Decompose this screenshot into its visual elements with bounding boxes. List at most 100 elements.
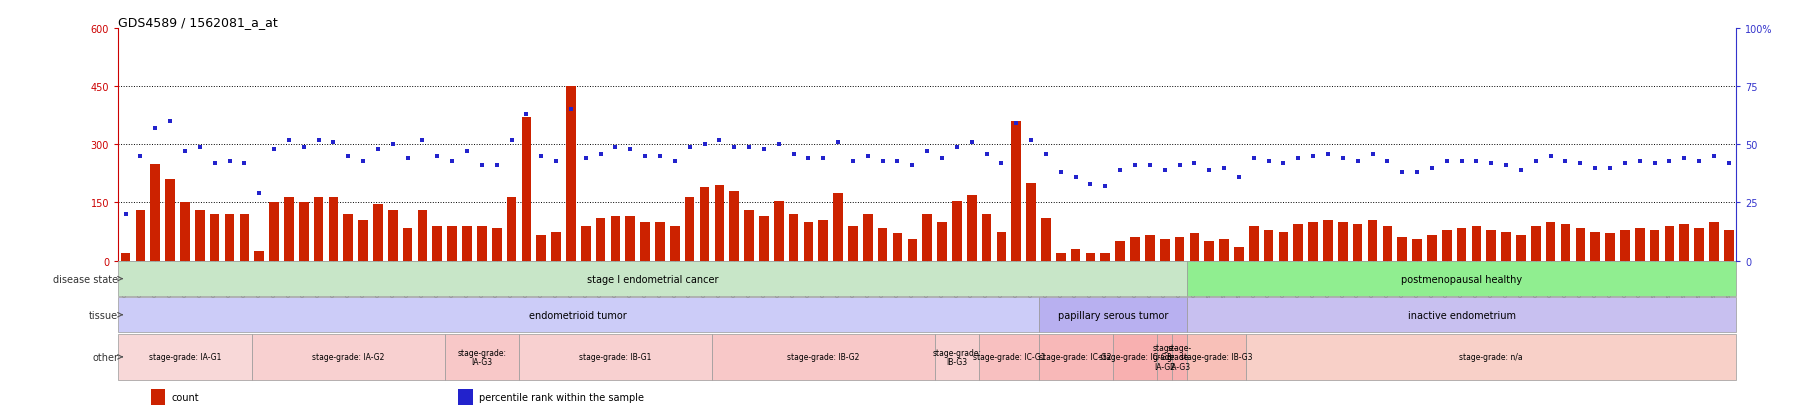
Bar [269, 203, 278, 261]
Point [1402, 169, 1431, 176]
Point [734, 144, 764, 151]
Point [1062, 174, 1091, 181]
Point [556, 107, 585, 114]
Bar [1605, 234, 1614, 261]
Bar [373, 205, 384, 261]
Point [1522, 158, 1551, 164]
Bar [433, 226, 442, 261]
Bar [938, 222, 947, 261]
Point [185, 144, 215, 151]
Point [260, 146, 289, 153]
Bar [1085, 253, 1094, 261]
Bar [1038, 298, 1187, 332]
Bar [1576, 228, 1585, 261]
Point [1654, 158, 1683, 164]
Point [913, 149, 942, 155]
Bar [582, 226, 591, 261]
Bar [151, 389, 165, 405]
Text: stage-
grade:
IA-G3: stage- grade: IA-G3 [1167, 343, 1193, 371]
Bar [151, 164, 160, 261]
Point [215, 158, 244, 164]
Text: stage I endometrial cancer: stage I endometrial cancer [587, 274, 718, 284]
Bar [685, 197, 694, 261]
Point [393, 156, 422, 162]
Point [824, 139, 853, 146]
Bar [240, 215, 249, 261]
Bar [447, 226, 456, 261]
Bar [789, 215, 798, 261]
Text: stage-grade: IB-G1: stage-grade: IB-G1 [580, 353, 651, 361]
Point [111, 211, 140, 218]
Bar [209, 215, 220, 261]
Point [691, 142, 720, 148]
Bar [476, 226, 487, 261]
Bar [1560, 224, 1571, 261]
Point [229, 160, 258, 167]
Point [1224, 174, 1253, 181]
Bar [625, 216, 634, 261]
Point [335, 153, 364, 160]
Bar [760, 216, 769, 261]
Bar [551, 232, 562, 261]
Bar [1071, 249, 1080, 261]
Bar [1665, 226, 1674, 261]
Bar [1189, 234, 1200, 261]
Point [585, 151, 614, 157]
Text: stage-grade: IB-G2: stage-grade: IB-G2 [787, 353, 860, 361]
Point [1669, 156, 1698, 162]
Point [1298, 153, 1327, 160]
Bar [536, 236, 545, 261]
Point [289, 144, 318, 151]
Bar [1367, 221, 1378, 261]
Bar [611, 216, 620, 261]
Point [467, 163, 496, 169]
Point [1194, 167, 1224, 174]
Point [378, 142, 407, 148]
Point [1284, 156, 1313, 162]
Bar [118, 298, 1038, 332]
Point [1254, 158, 1284, 164]
Point [1625, 158, 1654, 164]
Bar [522, 118, 531, 261]
Bar [1471, 226, 1482, 261]
Bar [922, 215, 933, 261]
Text: stage-grade: n/a: stage-grade: n/a [1460, 353, 1523, 361]
Bar [120, 253, 131, 261]
Bar [418, 211, 427, 261]
Bar [934, 334, 980, 380]
Point [927, 156, 956, 162]
Text: stage-grade:
IA-G3: stage-grade: IA-G3 [458, 348, 507, 366]
Text: other: other [93, 352, 118, 362]
Point [1418, 165, 1447, 171]
Point [364, 146, 393, 153]
Bar [967, 195, 976, 261]
Text: stage-grade: IA-G1: stage-grade: IA-G1 [149, 353, 222, 361]
Bar [893, 234, 902, 261]
Bar [1187, 262, 1736, 296]
Point [1700, 153, 1729, 160]
Bar [640, 222, 651, 261]
Bar [1011, 122, 1022, 261]
Bar [1042, 218, 1051, 261]
Point [631, 153, 660, 160]
Bar [1353, 224, 1362, 261]
Point [1134, 163, 1164, 169]
Bar [1187, 334, 1247, 380]
Bar [818, 221, 827, 261]
Text: papillary serous tumor: papillary serous tumor [1058, 310, 1167, 320]
Bar [1680, 224, 1689, 261]
Bar [1234, 247, 1244, 261]
Point [1329, 156, 1358, 162]
Text: postmenopausal healthy: postmenopausal healthy [1402, 274, 1522, 284]
Point [1002, 121, 1031, 127]
Bar [1487, 230, 1496, 261]
Point [496, 137, 525, 144]
Point [275, 137, 304, 144]
Point [1269, 160, 1298, 167]
Bar [298, 203, 309, 261]
Point [838, 158, 867, 164]
Bar [118, 334, 251, 380]
Text: disease state: disease state [53, 274, 118, 284]
Point [1491, 163, 1520, 169]
Text: count: count [171, 392, 200, 402]
